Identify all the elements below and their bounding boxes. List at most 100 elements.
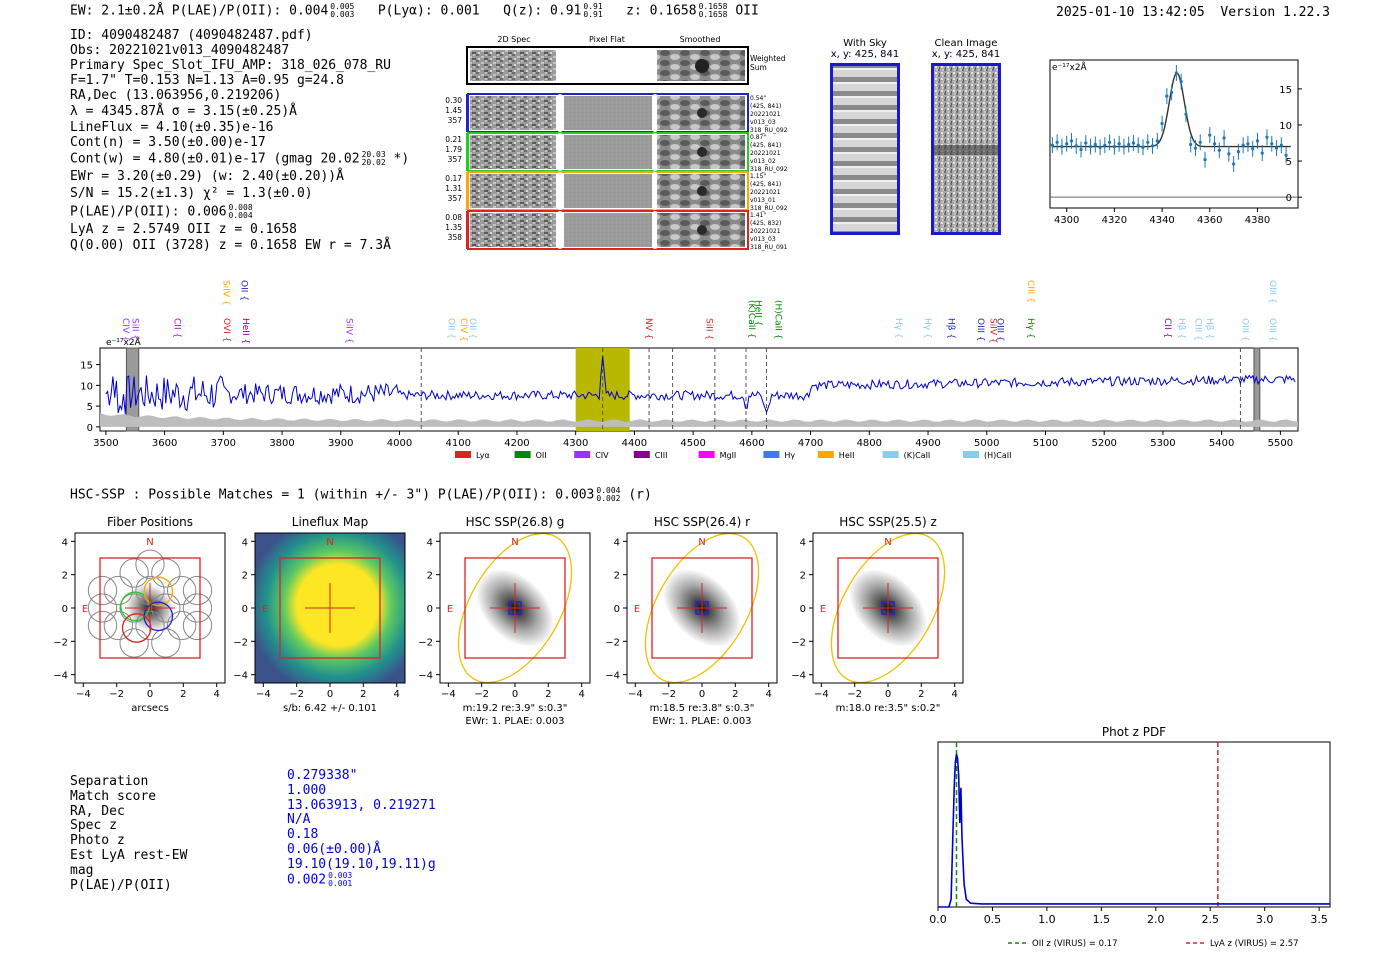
spectrum-line-label: OIII {: [994, 318, 1004, 342]
zoom-point: [1122, 145, 1126, 149]
zoom-point: [1279, 143, 1283, 147]
spectrum-line-label: NV {: [643, 318, 653, 339]
cutout-2d: [470, 174, 556, 208]
zoom-point: [1189, 142, 1193, 147]
spectrum-line-label: Hγ {: [1025, 318, 1035, 339]
info-contw: Cont(w) = 4.80(±0.01)e-17 (gmag 20.02 20.…: [70, 151, 409, 167]
photz-legend-lya: LyA z (VIRUS) = 2.57: [1210, 939, 1299, 947]
spectrum-line-label: CII {: [1162, 318, 1172, 338]
cutout-row-value: 0.08: [445, 213, 462, 222]
info-obs: Obs: 20221021v013_4090482487: [70, 43, 290, 58]
cutout-row-meta: v013_01: [750, 197, 776, 204]
spectrum-legend-label: (H)CaII: [984, 451, 1011, 460]
cutout-blob: [697, 186, 707, 196]
spectrum-line-label: Hβ {: [1176, 318, 1186, 339]
spectrum-xtick-label: 4500: [680, 438, 705, 449]
zoom-point: [1241, 143, 1245, 147]
cutout-2d: [470, 135, 556, 169]
search-box: [99, 557, 201, 659]
spectrum-chart-group: 0 5 10 15 3500 3600 3700 3800 3900 4000 4100 4200 43…: [80, 280, 1299, 460]
cutout-2d: [470, 96, 556, 130]
north-label: N: [326, 537, 333, 548]
photz-pdf-line: [938, 754, 1330, 908]
cutout-grid: 2D Spec Pixel Flat Smoothed Weighted Sum…: [445, 35, 787, 251]
cutout-row-meta: 0.54": [750, 95, 766, 102]
spectrum-legend-swatch: [763, 451, 780, 458]
z-text: z: 0.1658: [626, 3, 697, 19]
zoom-point: [1170, 90, 1174, 95]
cutout-row-meta: 20221021: [750, 228, 781, 235]
spectrum-masked-region: [1253, 347, 1261, 432]
zoom-point: [1212, 142, 1217, 146]
search-box: [837, 557, 939, 659]
spectrum-xtick-label: 5300: [1150, 438, 1175, 449]
zoom-point: [1055, 140, 1059, 144]
spectrum-line-label: CIV {: [458, 318, 468, 342]
north-label: N: [884, 537, 891, 548]
hsc-ytick-label: −4: [233, 671, 248, 682]
zoom-xtick-label: 4300: [1054, 215, 1079, 226]
cutout-row-meta: (425, 841): [750, 103, 781, 110]
with-sky-title-2: x, y: 425, 841: [830, 49, 900, 60]
qz-sub: 0.91: [583, 10, 603, 19]
clean-image-trace: [934, 145, 998, 155]
hsc-ytick-label: 0: [427, 604, 433, 615]
spectrum-xtick-label: 4700: [798, 438, 823, 449]
zoom-point: [1065, 142, 1069, 146]
hsc-xtick-label: 2: [180, 689, 186, 700]
cutout-row-value: 1.31: [445, 184, 462, 193]
zoom-point: [1193, 146, 1198, 150]
timestamp-version: 2025-01-10 13:42:05 Version 1.22.3: [1056, 5, 1330, 20]
zoom-point: [1179, 80, 1183, 84]
zoom-point: [1208, 133, 1212, 137]
spectrum-line-label: OII {: [239, 280, 249, 301]
spectrum-line-label: OII {: [445, 318, 455, 339]
header-summary: EW: 2.1±0.2Å P(LAE)/P(OII): 0.004 0.005 0.…: [70, 3, 759, 19]
hsc-xtick-label: −4: [256, 689, 271, 700]
ew-plae-text: EW: 2.1±0.2Å P(LAE)/P(OII): 0.004: [70, 3, 329, 19]
fiber-circle: [103, 575, 134, 606]
fiber-circle: [119, 558, 149, 588]
hsc-xtick-label: 4: [393, 689, 399, 700]
hsc-xtick-label: 4: [765, 689, 771, 700]
cutout-row-meta: 20221021: [750, 111, 781, 118]
zoom-ylabel: e⁻¹⁷x2Å: [1052, 61, 1088, 73]
hsc-xtick-label: −2: [289, 689, 304, 700]
cutout-row-meta: (425, 841): [750, 142, 781, 149]
spectrum-line-label: Hγ {: [893, 318, 903, 339]
cutout-row-meta: v013_03: [750, 236, 776, 243]
zoom-chart-group: 0 5 10 15 4300 4320 4340 4360 4380 e⁻¹⁷x2Å: [1049, 59, 1302, 226]
zoom-xtick-label: 4340: [1149, 215, 1174, 226]
photz-xtick-label: 0.0: [929, 913, 947, 926]
zoom-point: [1174, 71, 1178, 75]
spectrum-xtick-label: 3700: [211, 438, 236, 449]
spectrum-legend-swatch: [514, 451, 531, 458]
cutout-row-value: 1.35: [445, 223, 462, 232]
hsc-ytick-label: −4: [53, 671, 68, 682]
cutout-row-meta: 0.87": [750, 134, 766, 141]
zoom-point: [1103, 143, 1107, 147]
weighted-label-2: Sum: [750, 63, 767, 72]
spectrum-xtick-label: 3600: [152, 438, 177, 449]
search-box: [279, 557, 381, 659]
spectrum-line-label: HeII {: [240, 318, 250, 344]
spectrum-xtick-label: 3800: [269, 438, 294, 449]
hsc-xtick-label: −2: [109, 689, 124, 700]
hsc-ytick-label: 4: [62, 537, 68, 548]
zoom-point: [1222, 136, 1226, 140]
clean-image-title-2: x, y: 425, 841: [931, 49, 1001, 60]
match-label: RA, Dec: [70, 803, 125, 819]
spectrum-legend-swatch: [633, 451, 650, 458]
col-title-flat: Pixel Flat: [589, 35, 625, 44]
spectrum-ytick-label: 5: [87, 402, 93, 413]
hsc-ytick-label: 2: [242, 571, 248, 582]
fiber-circle: [119, 628, 149, 658]
zoom-point: [1093, 142, 1097, 147]
cutout-row-meta: 1.15": [750, 173, 766, 180]
zoom-point: [1079, 147, 1083, 152]
info-lambda: λ = 4345.87Å σ = 3.15(±0.25)Å: [70, 104, 297, 119]
zoom-ytick-label: 15: [1279, 85, 1292, 96]
hsc-ytick-label: 4: [427, 537, 433, 548]
qz-sup: 0.91: [583, 2, 603, 11]
zoom-point: [1098, 145, 1102, 149]
